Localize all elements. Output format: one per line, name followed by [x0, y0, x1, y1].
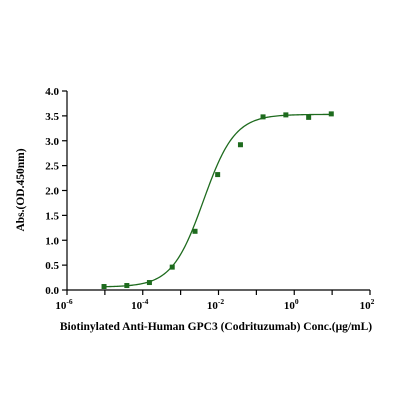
- x-tick-label-exponent: -2: [218, 297, 224, 306]
- x-tick-label: 10-2: [207, 297, 224, 312]
- x-tick-label-base: 10: [131, 300, 143, 312]
- x-tick-label-exponent: -4: [142, 297, 148, 306]
- y-tick-label: 4.0: [45, 86, 59, 98]
- x-tick-label: 100: [284, 297, 299, 312]
- data-point: [169, 264, 175, 270]
- fit-curve: [104, 113, 332, 288]
- data-points: [101, 111, 334, 290]
- data-point: [283, 112, 289, 118]
- data-point: [237, 142, 243, 148]
- y-tick-label: 2.5: [45, 161, 59, 173]
- data-point: [260, 114, 266, 120]
- x-axis-label: Biotinylated Anti-Human GPC3 (Codrituzum…: [60, 321, 372, 333]
- y-tick-label: 1.5: [45, 210, 59, 222]
- x-tick-label: 10-4: [131, 297, 148, 312]
- x-tick-label-exponent: 2: [371, 297, 375, 306]
- x-axis: 10-6 10-4 10-2 100 102: [55, 289, 375, 312]
- data-point: [306, 114, 312, 120]
- data-point: [328, 111, 334, 117]
- x-tick-label-base: 10: [207, 300, 219, 312]
- x-tick-label-exponent: 0: [295, 297, 299, 306]
- fit-curve-group: [104, 113, 332, 288]
- x-tick-label-base: 10: [360, 300, 372, 312]
- y-tick-label: 0.0: [45, 285, 59, 297]
- y-axis: 0.0 0.5 1.0 1.5 2.0 2.5 3.0 3.5 4.0: [45, 86, 68, 297]
- x-tick-label-exponent: -6: [66, 297, 72, 306]
- data-point: [124, 283, 130, 289]
- y-axis-label: Abs.(OD.450nm): [15, 148, 27, 231]
- y-tick-label: 3.5: [45, 111, 59, 123]
- x-tick-label: 10-6: [55, 297, 72, 312]
- x-tick-label-base: 10: [284, 300, 296, 312]
- data-point: [146, 280, 152, 286]
- data-point: [101, 284, 107, 290]
- y-tick-label: 3.0: [45, 136, 59, 148]
- y-tick-label: 1.0: [45, 235, 59, 247]
- y-tick-label: 0.5: [45, 260, 59, 272]
- x-tick-label-base: 10: [55, 300, 67, 312]
- data-point: [192, 228, 198, 234]
- y-tick-label: 2.0: [45, 186, 59, 198]
- x-tick-label: 102: [360, 297, 375, 312]
- data-point: [215, 172, 221, 178]
